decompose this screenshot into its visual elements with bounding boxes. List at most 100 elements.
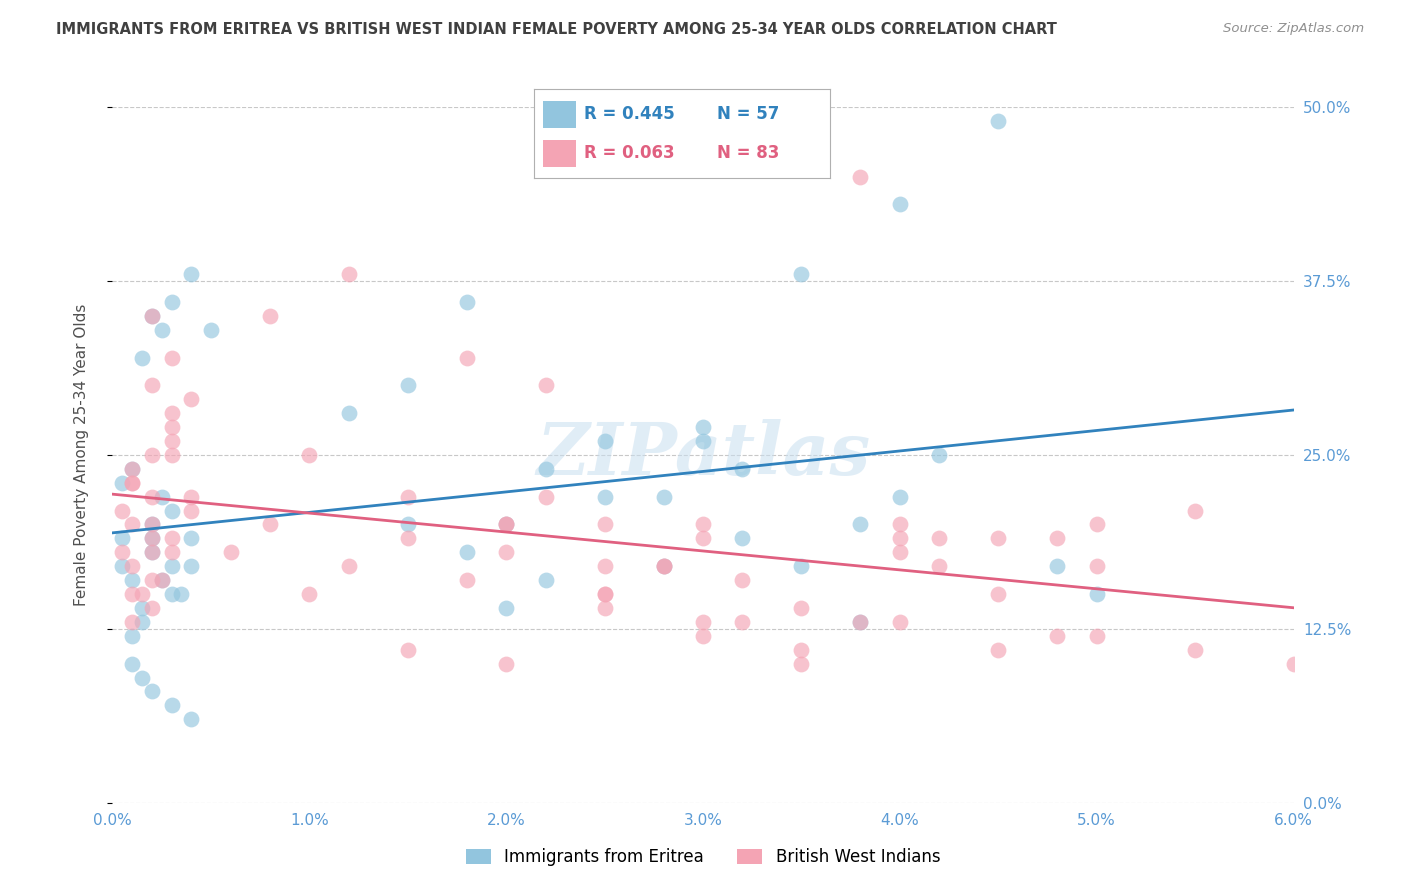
Point (121, 475, 143, 490)
Point (160, 294, 183, 309)
Point (790, 642, 813, 657)
Point (131, 351, 153, 365)
Point (790, 267, 813, 281)
Point (131, 671, 153, 685)
Point (141, 378, 163, 392)
Point (111, 545, 134, 559)
Point (889, 532, 911, 546)
Point (121, 559, 143, 574)
Point (141, 545, 163, 559)
Point (121, 462, 143, 476)
Point (652, 490, 675, 504)
Point (219, 545, 242, 559)
Point (849, 169, 872, 184)
Point (396, 532, 419, 546)
Point (889, 197, 911, 211)
Point (141, 601, 163, 615)
Point (121, 475, 143, 490)
Point (121, 517, 143, 532)
Point (495, 545, 517, 559)
Point (298, 587, 321, 601)
Text: ZIPatlas: ZIPatlas (536, 419, 870, 491)
Point (652, 559, 675, 574)
Point (849, 615, 872, 629)
Point (849, 517, 872, 532)
Point (141, 684, 163, 698)
Point (1046, 559, 1069, 574)
Point (1184, 642, 1206, 657)
Point (731, 532, 754, 546)
Point (731, 615, 754, 629)
Point (495, 517, 517, 532)
Text: Source: ZipAtlas.com: Source: ZipAtlas.com (1223, 22, 1364, 36)
Point (141, 573, 163, 587)
Point (141, 309, 163, 323)
Point (141, 545, 163, 559)
Point (337, 406, 360, 420)
Point (593, 559, 616, 574)
Text: R = 0.063: R = 0.063 (585, 145, 675, 162)
Point (180, 712, 202, 726)
Point (111, 503, 134, 517)
Point (121, 615, 143, 629)
Point (790, 601, 813, 615)
Point (692, 615, 714, 629)
Point (131, 615, 153, 629)
Point (593, 587, 616, 601)
Point (180, 490, 202, 504)
Point (1085, 587, 1108, 601)
Point (731, 462, 754, 476)
Legend: Immigrants from Eritrea, British West Indians: Immigrants from Eritrea, British West In… (457, 840, 949, 875)
Point (160, 545, 183, 559)
Y-axis label: Female Poverty Among 25-34 Year Olds: Female Poverty Among 25-34 Year Olds (75, 304, 89, 606)
Point (534, 573, 557, 587)
Point (692, 629, 714, 643)
Point (495, 601, 517, 615)
Point (160, 420, 183, 434)
Point (160, 532, 183, 546)
Point (111, 475, 134, 490)
Point (160, 587, 183, 601)
Point (1085, 629, 1108, 643)
Point (160, 559, 183, 574)
Point (692, 434, 714, 448)
Point (160, 434, 183, 448)
Point (141, 517, 163, 532)
Point (150, 490, 173, 504)
Point (987, 532, 1010, 546)
Point (1046, 629, 1069, 643)
Bar (543, 140, 575, 167)
Point (987, 587, 1010, 601)
Point (456, 294, 478, 309)
Point (593, 587, 616, 601)
Point (111, 532, 134, 546)
Point (170, 587, 193, 601)
Point (534, 490, 557, 504)
Point (495, 657, 517, 671)
Point (790, 559, 813, 574)
Text: N = 83: N = 83 (717, 145, 780, 162)
Point (259, 517, 281, 532)
Point (731, 573, 754, 587)
Point (593, 490, 616, 504)
Point (889, 490, 911, 504)
Point (141, 309, 163, 323)
Point (1184, 503, 1206, 517)
Point (495, 517, 517, 532)
Point (141, 448, 163, 462)
Point (180, 532, 202, 546)
Point (150, 573, 173, 587)
Point (593, 434, 616, 448)
Point (692, 532, 714, 546)
Point (593, 517, 616, 532)
Point (111, 559, 134, 574)
Point (141, 532, 163, 546)
Point (141, 490, 163, 504)
Point (160, 448, 183, 462)
Point (160, 351, 183, 365)
Point (889, 517, 911, 532)
Point (160, 698, 183, 713)
Point (593, 601, 616, 615)
Point (396, 378, 419, 392)
Point (456, 545, 478, 559)
